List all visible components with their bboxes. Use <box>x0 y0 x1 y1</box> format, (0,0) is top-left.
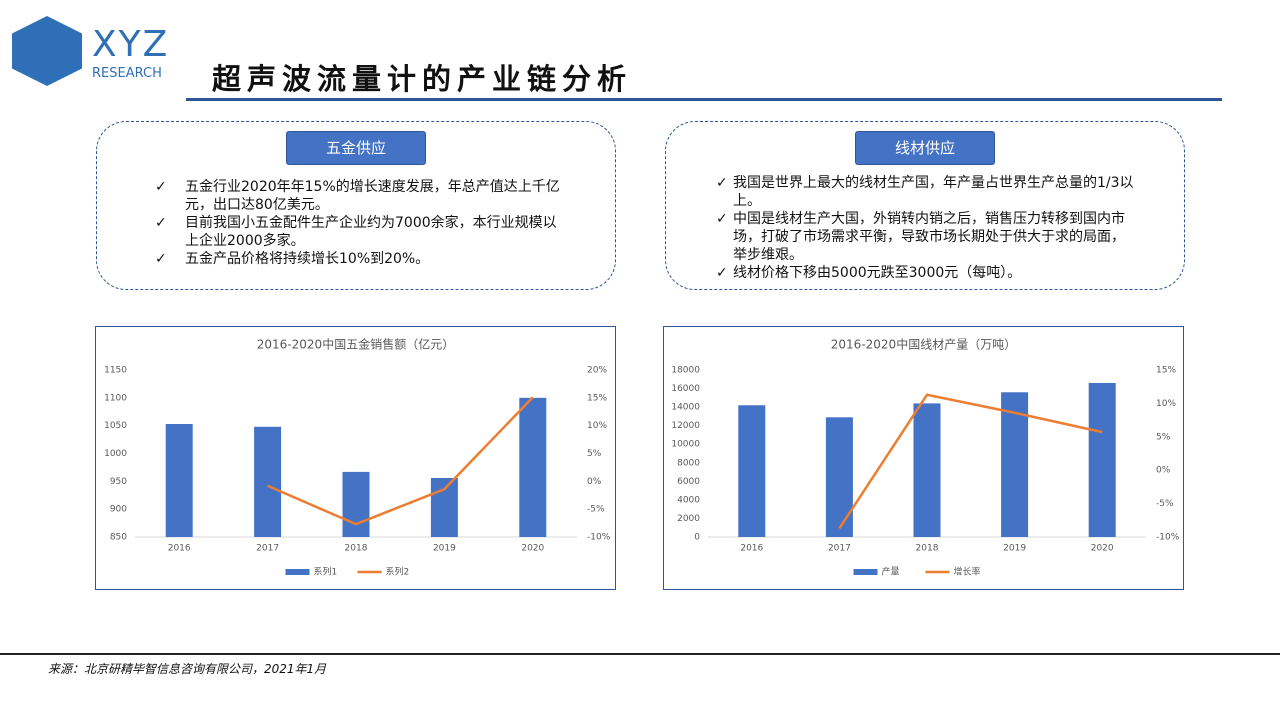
y-tick-label: 14000 <box>671 403 700 413</box>
y-tick-label: 1100 <box>104 393 127 403</box>
y-tick-label: 12000 <box>671 421 700 431</box>
divider <box>186 98 1222 101</box>
x-tick-label: 2020 <box>1091 544 1114 554</box>
panel-list: 五金行业2020年年15%的增长速度发展，年总产值达上千亿元，出口达80亿美元。… <box>155 178 565 268</box>
logo-subtext: RESEARCH <box>92 66 162 81</box>
list-item: 五金行业2020年年15%的增长速度发展，年总产值达上千亿元，出口达80亿美元。 <box>155 178 565 214</box>
y2-tick-label: 15% <box>1156 366 1176 376</box>
y-tick-label: 1050 <box>104 421 127 431</box>
y2-tick-label: 10% <box>587 421 607 431</box>
chart-title: 2016-2020中国五金销售额（亿元） <box>257 337 454 352</box>
x-tick-label: 2017 <box>256 544 279 554</box>
panel-label: 五金供应 <box>286 131 426 165</box>
y2-tick-label: -5% <box>1156 499 1174 509</box>
list-item: 我国是世界上最大的线材生产国，年产量占世界生产总量的1/3以上。 <box>716 174 1138 210</box>
y2-tick-label: -10% <box>1156 533 1180 543</box>
line-series <box>267 396 534 526</box>
bar <box>165 423 193 537</box>
y-tick-label: 10000 <box>671 440 700 450</box>
y2-tick-label: -10% <box>587 533 611 543</box>
y-tick-label: 2000 <box>677 514 700 524</box>
panel: 线材供应 我国是世界上最大的线材生产国，年产量占世界生产总量的1/3以上。 中国… <box>665 121 1185 290</box>
panel-label: 线材供应 <box>855 131 995 165</box>
list-item: 目前我国小五金配件生产企业约为7000余家，本行业规模以上企业2000多家。 <box>155 214 565 250</box>
x-tick-label: 2019 <box>1003 544 1026 554</box>
panel: 五金供应 五金行业2020年年15%的增长速度发展，年总产值达上千亿元，出口达8… <box>96 121 616 290</box>
y2-tick-label: 0% <box>587 477 602 487</box>
legend-label: 产量 <box>882 566 900 578</box>
y-tick-label: 950 <box>110 477 127 487</box>
source-note: 来源：北京研精毕智信息咨询有限公司，2021年1月 <box>48 662 327 676</box>
x-tick-label: 2016 <box>740 544 763 554</box>
y2-tick-label: 20% <box>587 366 607 376</box>
y-tick-label: 16000 <box>671 384 700 394</box>
legend-swatch <box>285 569 310 575</box>
y2-tick-label: -5% <box>587 505 605 515</box>
legend-label: 系列1 <box>314 566 338 578</box>
bar <box>1001 392 1029 537</box>
y-tick-label: 6000 <box>677 477 700 487</box>
y-tick-label: 1000 <box>104 449 127 459</box>
y2-tick-label: 0% <box>1156 466 1171 476</box>
logo-text: XYZ <box>92 24 170 65</box>
bar <box>738 405 766 537</box>
legend-label: 系列2 <box>386 566 410 578</box>
y-tick-label: 1150 <box>104 366 127 376</box>
y-tick-label: 8000 <box>677 458 700 468</box>
bar <box>1088 382 1116 537</box>
bar <box>913 403 941 537</box>
legend-label: 增长率 <box>954 566 981 578</box>
x-tick-label: 2016 <box>168 544 191 554</box>
bar <box>342 471 370 537</box>
y2-tick-label: 10% <box>1156 399 1176 409</box>
x-tick-label: 2018 <box>916 544 939 554</box>
x-tick-label: 2019 <box>433 544 456 554</box>
list-item: 中国是线材生产大国，外销转内销之后，销售压力转移到国内市场，打破了市场需求平衡，… <box>716 210 1138 264</box>
bar <box>519 397 547 537</box>
x-tick-label: 2017 <box>828 544 851 554</box>
panel-list: 我国是世界上最大的线材生产国，年产量占世界生产总量的1/3以上。 中国是线材生产… <box>716 174 1138 282</box>
y-tick-label: 0 <box>694 533 700 543</box>
y2-tick-label: 5% <box>1156 432 1171 442</box>
page-title: 超声波流量计的产业链分析 <box>212 62 633 96</box>
list-item: 线材价格下移由5000元跌至3000元（每吨）。 <box>716 264 1138 282</box>
x-tick-label: 2018 <box>345 544 368 554</box>
bar <box>825 417 853 537</box>
chart-frame <box>95 326 616 590</box>
bar <box>430 477 458 537</box>
chart-title: 2016-2020中国线材产量（万吨） <box>831 337 1016 352</box>
y-tick-label: 18000 <box>671 366 700 376</box>
y-tick-label: 850 <box>110 533 127 543</box>
line-series <box>838 393 1103 530</box>
x-tick-label: 2020 <box>521 544 544 554</box>
legend-swatch <box>853 569 878 575</box>
bar <box>254 426 282 537</box>
y-tick-label: 4000 <box>677 495 700 505</box>
y-tick-label: 900 <box>110 505 127 515</box>
footer-line <box>0 653 1280 655</box>
y2-tick-label: 15% <box>587 393 607 403</box>
y2-tick-label: 5% <box>587 449 602 459</box>
chart-frame <box>663 326 1184 590</box>
list-item: 五金产品价格将持续增长10%到20%。 <box>155 250 565 268</box>
